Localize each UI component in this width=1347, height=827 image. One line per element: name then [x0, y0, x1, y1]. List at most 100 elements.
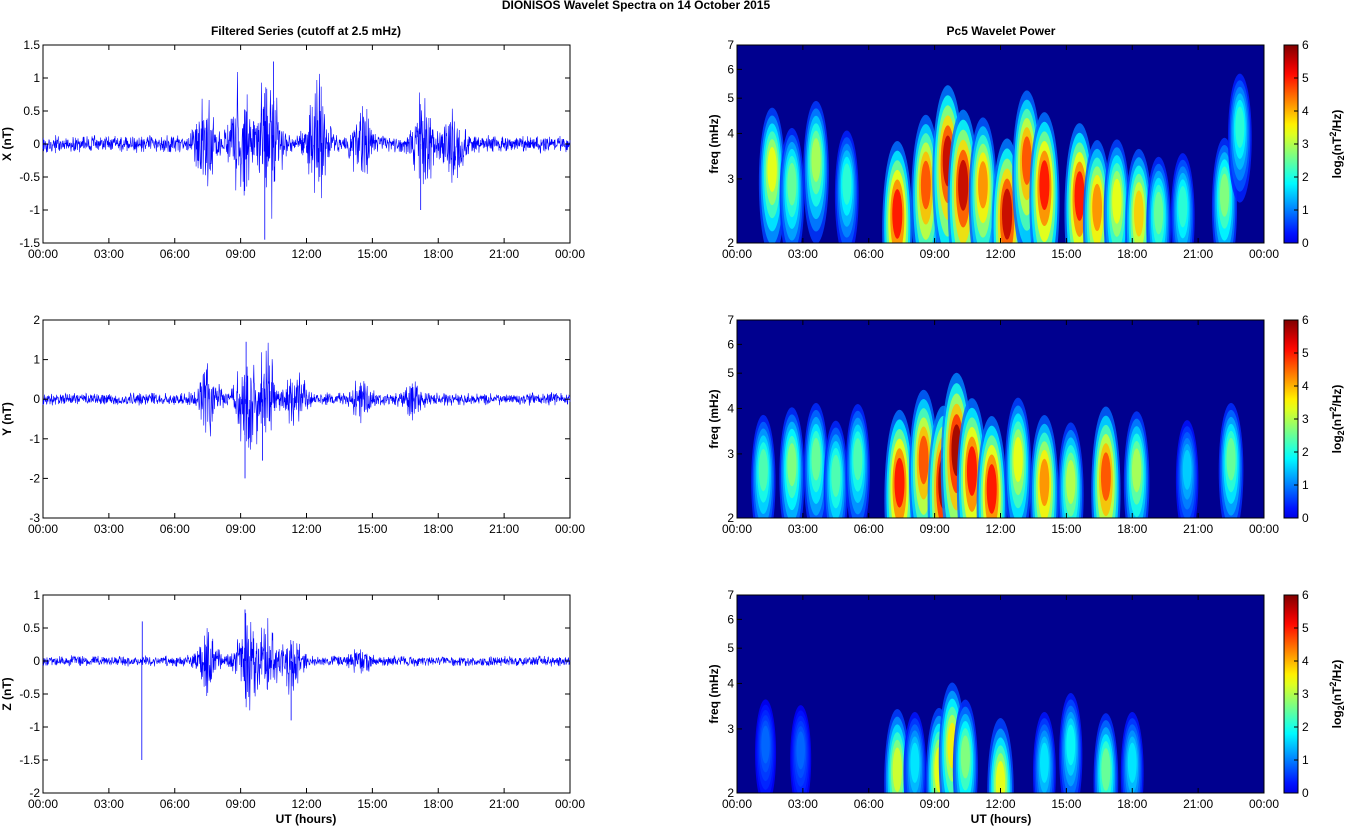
x-spectrum-colorbar-ticks: 0 1 2 3 4 5 6: [1294, 38, 1309, 250]
y-series-xtick-label: 03:00: [94, 522, 124, 536]
z-spectrum-colorbar-label: log2(nT2/Hz): [1328, 660, 1346, 729]
x-series-xtick-label: 12:00: [291, 247, 321, 261]
x-spectrum-power-blob: [767, 146, 777, 192]
x-spectrum-power-blob: [1112, 178, 1122, 224]
y-series-xtick-label: 21:00: [489, 522, 519, 536]
x-series-ytick-label: 1.5: [23, 38, 40, 52]
z-series-xtick-label: 12:00: [291, 797, 321, 811]
x-spectrum-power-blob: [1092, 183, 1102, 232]
x-spectrum-power-blob: [1178, 185, 1188, 228]
y-spectrum-axes: 2 3 4 5 6 7 00:00 03:00 06:00 09:00 12:00 15:00 18:0…: [722, 313, 1279, 536]
x-spectrum-ytick-label: 3: [727, 172, 734, 186]
y-spectrum-power-blob: [831, 454, 841, 497]
z-spectrum-xtick-label: 03:00: [788, 797, 818, 811]
y-series-xtick-label: 12:00: [291, 522, 321, 536]
z-series-trace: [42, 613, 571, 711]
x-spectrum-colorbar-tick-label: 2: [1302, 170, 1309, 184]
y-spectrum-power-blob: [1226, 437, 1236, 481]
z-spectrum-power: [755, 682, 1144, 793]
x-spectrum-power-blob: [1154, 191, 1164, 235]
z-series-xtick-label: 03:00: [94, 797, 124, 811]
y-spectrum-xtick-label: 00:00: [1249, 522, 1279, 536]
z-series-panel: -2 -1.5 -1 -0.5 0 0.5 1 00:00 03:00 06:00 09:00 12:…: [0, 588, 585, 826]
x-series-xtick-label: 18:00: [423, 247, 453, 261]
y-spectrum-ytick-label: 2: [727, 511, 734, 525]
x-spectrum-panel: 2 3 4 5 6 7 00:00 03:00 06:00 09:00 12:00 15:00 18:0…: [707, 38, 1346, 261]
y-spectrum-colorbar-label: log2(nT2/Hz): [1328, 385, 1346, 454]
y-spectrum-ytick-label: 4: [727, 401, 734, 415]
z-series-ytick-label: 0.5: [23, 621, 40, 635]
x-spectrum-ytick-label: 5: [727, 91, 734, 105]
x-spectrum-colorbar-tick-label: 0: [1302, 236, 1309, 250]
y-spectrum-ytick-label: 6: [727, 337, 734, 351]
y-spectrum-power-blob: [1100, 452, 1111, 501]
y-spectrum-panel: 2 3 4 5 6 7 00:00 03:00 06:00 09:00 12:00 15:00 18:0…: [707, 313, 1346, 536]
z-spectrum-xtick-label: 12:00: [985, 797, 1015, 811]
y-spectrum-xtick-label: 03:00: [788, 522, 818, 536]
z-spectrum-ylabel: freq (mHz): [707, 664, 721, 723]
y-spectrum-colorbar-tick-label: 1: [1302, 478, 1309, 492]
y-series-panel: -3 -2 -1 0 1 2 00:00 03:00 06:00 09:00 12:00 15:00 1…: [0, 313, 585, 536]
y-series-xtick-label: 06:00: [160, 522, 190, 536]
z-spectrum-power-blob: [960, 735, 970, 779]
y-spectrum-xtick-label: 15:00: [1051, 522, 1081, 536]
x-series-ytick-label: 0: [33, 137, 40, 151]
z-series-xtick-label: 00:00: [555, 797, 585, 811]
x-spectrum-xtick-label: 00:00: [722, 247, 752, 261]
x-spectrum-xtick-label: 15:00: [1051, 247, 1081, 261]
y-series-ytick-label: 0: [33, 392, 40, 406]
y-series-xtick-label: 15:00: [357, 522, 387, 536]
y-series-ylabel: Y (nT): [0, 402, 14, 436]
y-series-xtick-label: 18:00: [423, 522, 453, 536]
x-spectrum-ylabel: freq (mHz): [707, 114, 721, 173]
z-series-ytick-label: 0: [33, 654, 40, 668]
y-spectrum-power-blob: [811, 437, 821, 481]
z-spectrum-ytick-label: 5: [727, 641, 734, 655]
x-spectrum-power-blob: [1074, 171, 1085, 221]
x-spectrum-ytick-label: 2: [727, 236, 734, 250]
y-spectrum-xtick-label: 12:00: [985, 522, 1015, 536]
x-spectrum-power-blob: [958, 159, 969, 211]
y-spectrum-xtick-label: 00:00: [722, 522, 752, 536]
y-spectrum-power: [751, 372, 1244, 518]
x-spectrum-xtick-label: 03:00: [788, 247, 818, 261]
y-series-ytick-label: -1: [29, 432, 40, 446]
z-series-xtick-label: 06:00: [160, 797, 190, 811]
z-spectrum-power-blob: [1066, 724, 1076, 766]
z-spectrum-xtick-label: 15:00: [1051, 797, 1081, 811]
z-series-ylabel: Z (nT): [0, 677, 14, 710]
y-spectrum-colorbar-tick-label: 2: [1302, 445, 1309, 459]
x-spectrum-colorbar-tick-label: 1: [1302, 203, 1309, 217]
x-spectrum-colorbar-tick-label: 5: [1302, 71, 1309, 85]
x-series-ylabel: X (nT): [0, 127, 14, 161]
z-spectrum-xtick-label: 06:00: [854, 797, 884, 811]
x-spectrum-power-blob: [1219, 173, 1230, 217]
z-spectrum-power-blob: [1127, 742, 1137, 783]
z-spectrum-colorbar-tick-label: 1: [1302, 753, 1309, 767]
x-spectrum-colorbar-tick-label: 3: [1302, 137, 1309, 151]
x-spectrum-power-blob: [1235, 106, 1245, 148]
x-series-xtick-label: 06:00: [160, 247, 190, 261]
z-spectrum-colorbar-tick-label: 0: [1302, 786, 1309, 800]
y-series-xtick-label: 00:00: [28, 522, 58, 536]
y-series-ytick-label: 1: [33, 353, 40, 367]
y-spectrum-colorbar-tick-label: 4: [1302, 379, 1309, 393]
z-spectrum-ytick-label: 3: [727, 722, 734, 736]
y-series-trace: [42, 342, 571, 450]
z-series-ytick-label: -1: [29, 720, 40, 734]
z-spectrum-ytick-label: 4: [727, 676, 734, 690]
y-spectrum-xtick-label: 06:00: [854, 522, 884, 536]
z-spectrum-colorbar-ticks: 0 1 2 3 4 5 6: [1294, 588, 1309, 800]
z-series-ytick-label: 1: [33, 588, 40, 602]
z-spectrum-axes: 2 3 4 5 6 7 00:00 03:00 06:00 09:00 12:00 15:00 18:0…: [722, 588, 1279, 811]
x-series-xtick-label: 15:00: [357, 247, 387, 261]
x-series-ytick-label: -0.5: [19, 170, 40, 184]
z-spectrum-power-blob: [1040, 742, 1049, 783]
x-spectrum-xtick-label: 18:00: [1117, 247, 1147, 261]
left-column-title: Filtered Series (cutoff at 2.5 mHz): [211, 24, 401, 38]
x-spectrum-power-blob: [1021, 136, 1032, 185]
z-series-plot-area: [42, 594, 571, 794]
x-spectrum-colorbar-tick-label: 6: [1302, 38, 1309, 52]
z-spectrum-power-blob: [910, 742, 920, 783]
